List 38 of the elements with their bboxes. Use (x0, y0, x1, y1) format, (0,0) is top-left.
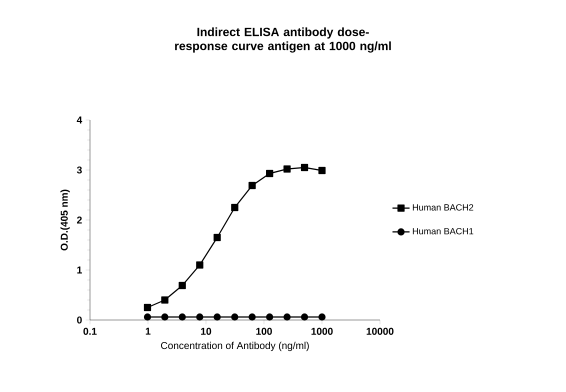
point (300, 164, 308, 172)
point (248, 182, 256, 190)
y-tick-label: 4 (76, 116, 82, 124)
point (214, 234, 221, 242)
point (248, 313, 256, 321)
point (283, 165, 291, 173)
point (231, 313, 238, 321)
point (214, 313, 221, 321)
x-tick-label: 1000 (312, 328, 333, 335)
point (196, 313, 204, 321)
point (266, 313, 274, 321)
x-tick-label: 1 (146, 328, 151, 335)
y-tick-label: 3 (76, 166, 82, 174)
point (231, 204, 238, 212)
point (318, 313, 326, 321)
y-tick-label: 1 (77, 266, 82, 274)
legend-label: Human BACH1 (412, 228, 474, 234)
y-axis-title: O.D.(405 nm) (60, 190, 70, 250)
point (161, 313, 168, 321)
x-tick-label: 100 (256, 328, 272, 335)
y-tick-label: 0 (77, 316, 82, 324)
point (178, 282, 186, 290)
point (266, 170, 274, 178)
point (283, 313, 291, 321)
x-tick-label: 10000 (366, 328, 394, 335)
point (318, 166, 326, 174)
point (161, 296, 168, 304)
x-axis-title: Concentration of Antibody (ng/ml) (161, 342, 309, 352)
point (196, 261, 204, 269)
x-tick-label: 0.1 (83, 328, 97, 335)
point (144, 304, 152, 312)
point (178, 313, 186, 321)
chart-title: Indirect ELISA antibody dose-response curve antigen at 1000 ng/ml (175, 27, 391, 53)
x-tick-label: 10 (201, 328, 212, 335)
point (144, 313, 152, 321)
y-tick-label: 2 (76, 216, 82, 224)
point (300, 313, 308, 321)
legend-label: Human BACH2 (412, 204, 474, 211)
